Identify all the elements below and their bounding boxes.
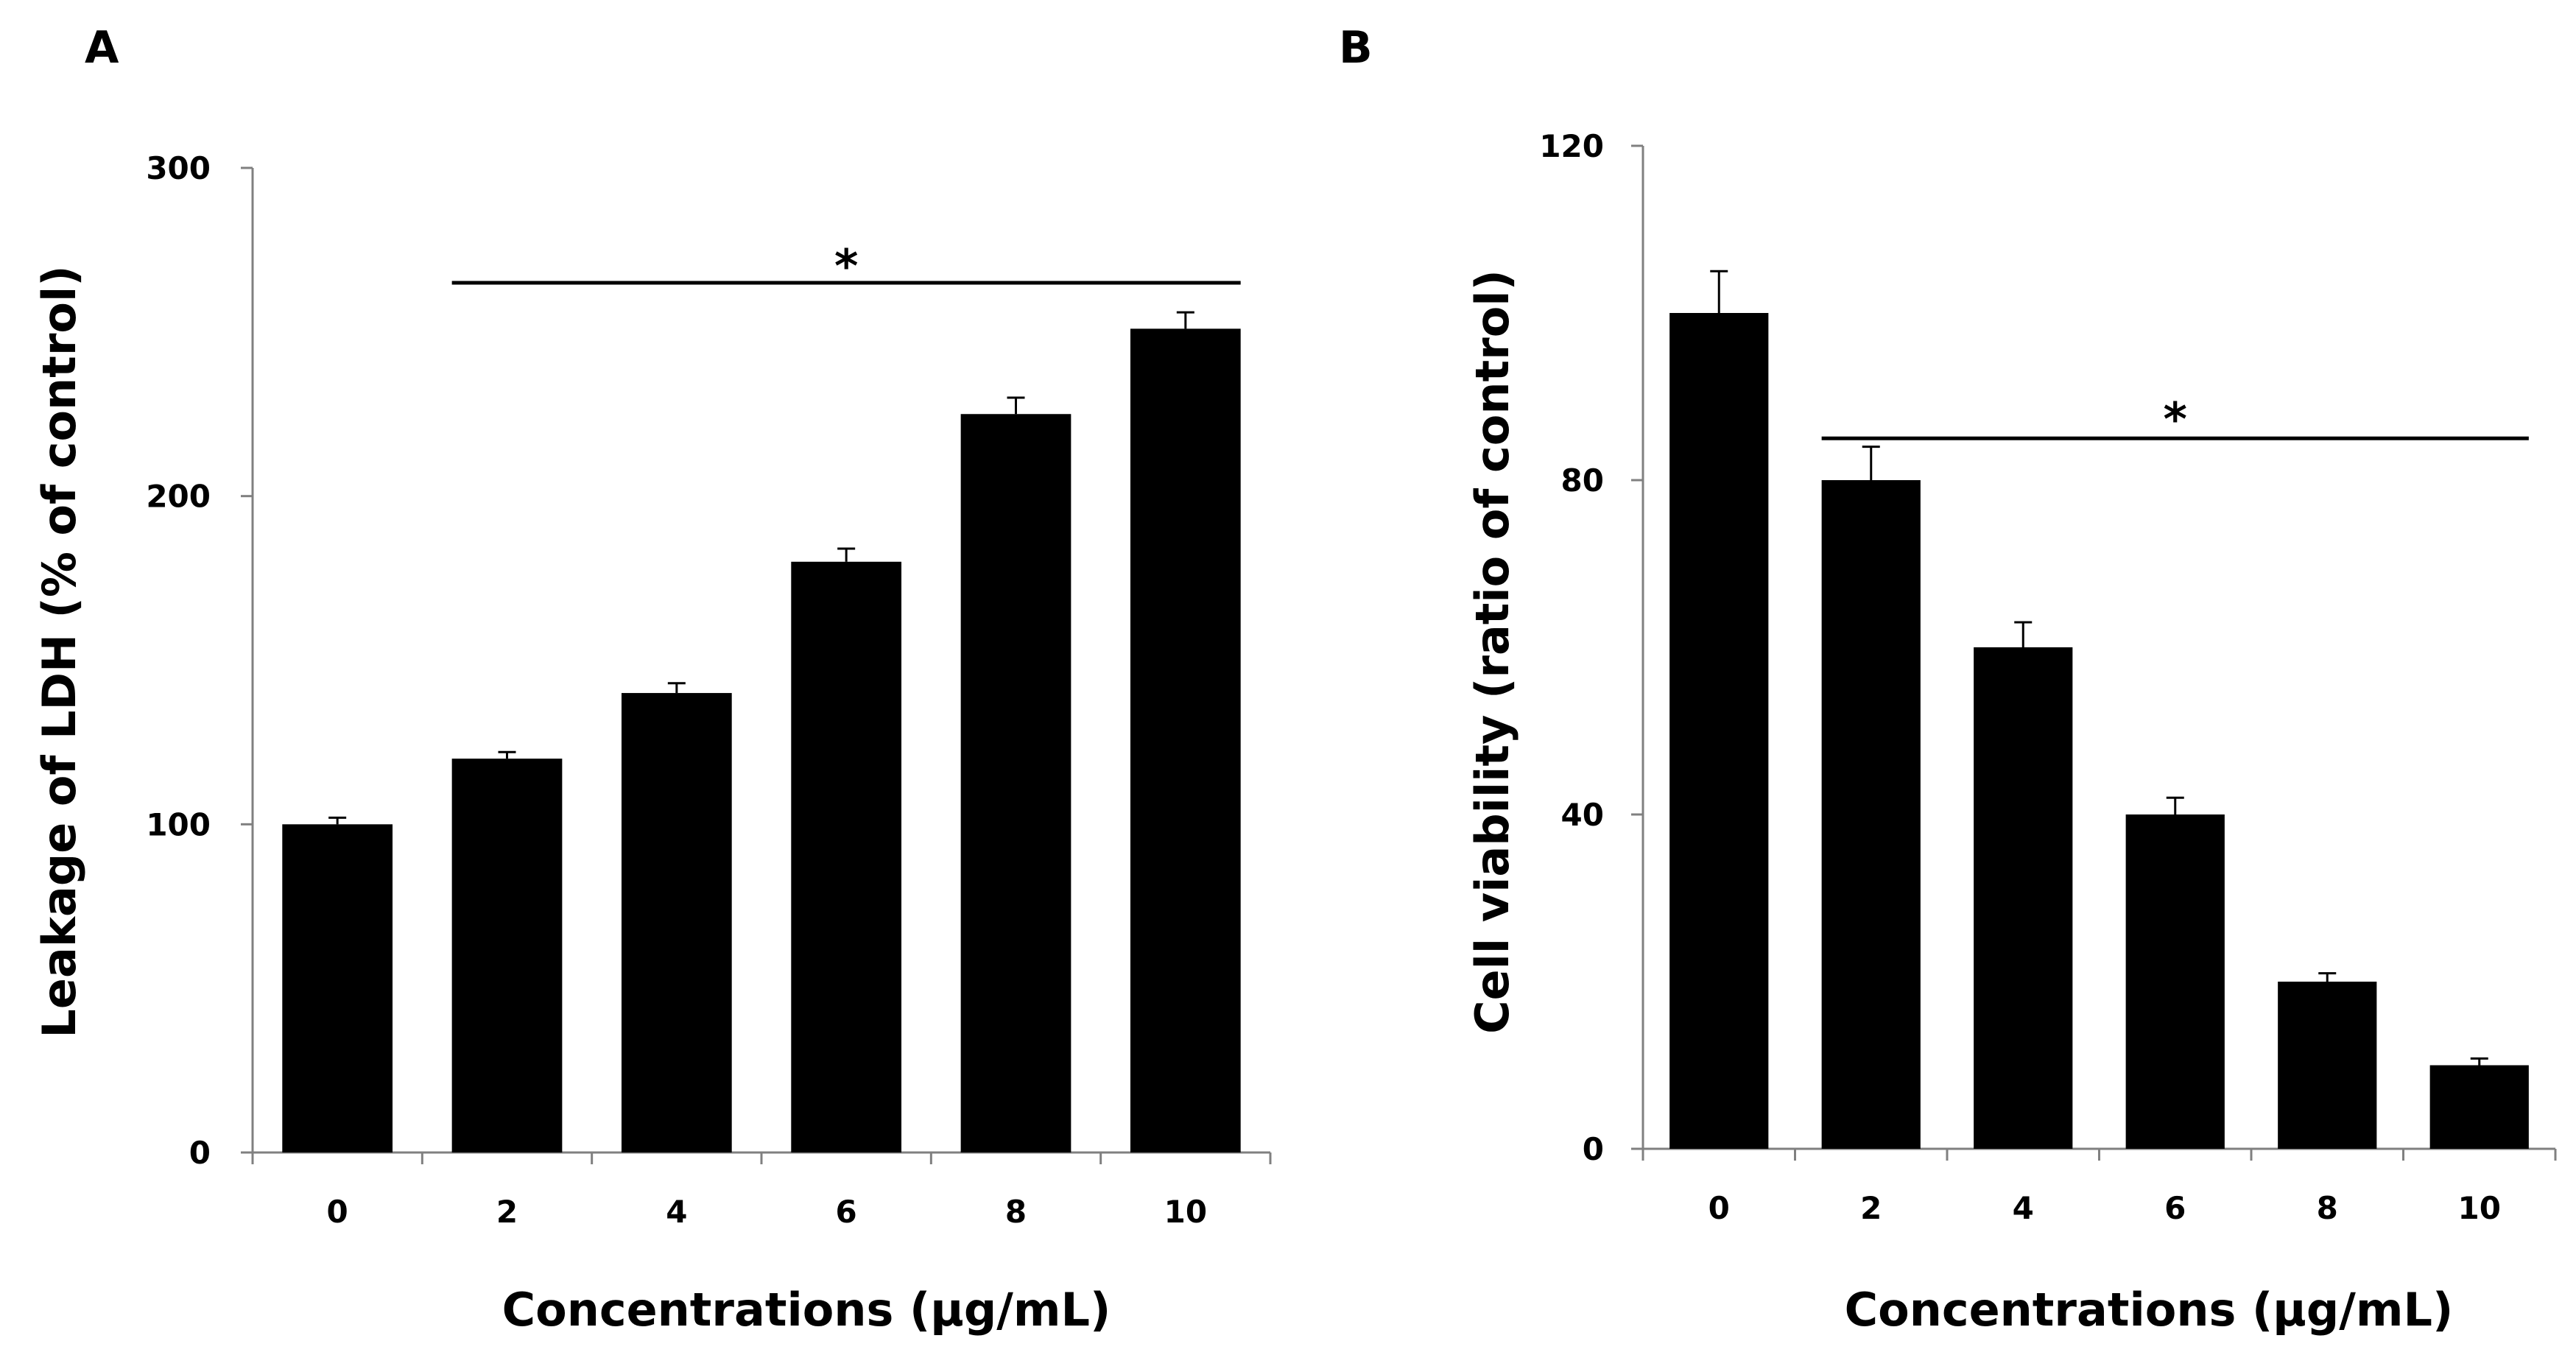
- panel-a-x-tick-label: 4: [666, 1194, 687, 1230]
- panel-a-bar: [451, 759, 563, 1152]
- panel-a-bar: [960, 414, 1071, 1152]
- panel-a-x-tick-label: 10: [1164, 1194, 1207, 1230]
- panel-b-x-tick-label: 8: [2317, 1190, 2338, 1226]
- panel-b-y-axis-title: Cell viability (ratio of control): [1465, 270, 1519, 1034]
- panel-a-bar: [621, 693, 732, 1152]
- panel-a-x-tick-label: 2: [496, 1194, 518, 1230]
- panel-a-significance-mark: *: [834, 239, 858, 293]
- panel-a-x-tick-label: 8: [1005, 1194, 1027, 1230]
- panel-b-y-tick-label: 40: [1561, 797, 1604, 833]
- panel-b-y-tick-label: 120: [1539, 128, 1604, 164]
- panel-b-x-tick-label: 2: [1860, 1190, 1882, 1226]
- panel-b-bar: [1974, 647, 2073, 1149]
- panel-a-y-axis-title: Leakage of LDH (% of control): [32, 265, 86, 1038]
- panel-a-y-tick-label: 100: [146, 806, 211, 842]
- panel-a-chart: A Leakage of LDH (% of control) Concentr…: [32, 22, 1272, 1337]
- panel-b-significance-mark: *: [2164, 393, 2187, 446]
- panel-a-label: A: [85, 22, 119, 74]
- panel-a-y-tick-label: 200: [146, 479, 211, 515]
- panel-b-x-tick-label: 10: [2458, 1190, 2501, 1226]
- panel-a-x-tick-label: 6: [836, 1194, 857, 1230]
- panel-b-bar: [2278, 982, 2377, 1149]
- panel-b-bar: [1669, 313, 1769, 1149]
- panel-a-y-tick-label: 0: [189, 1135, 211, 1171]
- panel-a-bar: [791, 561, 902, 1152]
- panel-b-bar: [2125, 814, 2225, 1149]
- panel-a-bar: [282, 824, 393, 1152]
- panel-b-x-axis-title: Concentrations (μg/mL): [1845, 1283, 2454, 1337]
- panel-b-y-tick-label: 0: [1583, 1131, 1604, 1167]
- panel-b-x-tick-label: 0: [1708, 1190, 1730, 1226]
- panel-b-bar: [2429, 1065, 2529, 1149]
- panel-b-y-tick-label: 80: [1561, 462, 1604, 499]
- panel-a-y-tick-label: 300: [146, 150, 211, 186]
- panel-a-bar: [1130, 328, 1241, 1152]
- panel-b-label: B: [1339, 22, 1373, 74]
- panel-b-x-tick-label: 6: [2164, 1190, 2186, 1226]
- panel-b-bar: [1821, 480, 1921, 1149]
- panel-a-x-tick-label: 0: [327, 1194, 348, 1230]
- panel-b-chart: B Cell viability (ratio of control) Conc…: [1339, 22, 2557, 1337]
- panel-a-x-axis-title: Concentrations (μg/mL): [502, 1283, 1111, 1337]
- panel-b-x-tick-label: 4: [2013, 1190, 2034, 1226]
